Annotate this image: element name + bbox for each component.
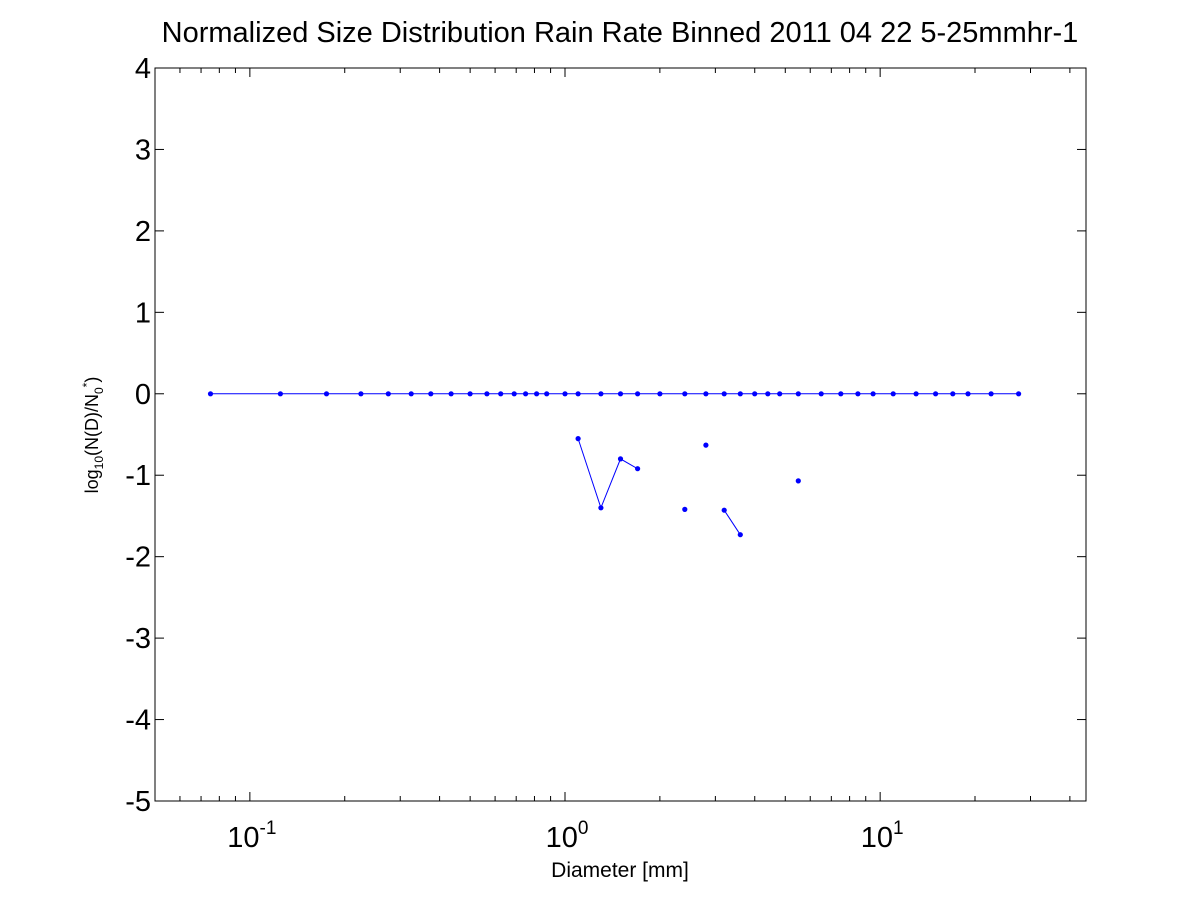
y-label-end: ) [82, 377, 102, 383]
data-point [511, 391, 517, 397]
data-point [575, 391, 581, 397]
data-point [965, 391, 971, 397]
series-points [207, 391, 1022, 538]
y-tick-labels: 4 3 2 1 0 -1 -2 -3 -4 -5 [125, 53, 151, 818]
data-point [818, 391, 824, 397]
data-point [385, 391, 391, 397]
data-point [657, 391, 663, 397]
y-tick-label: -2 [125, 542, 151, 574]
y-tick-label: -4 [125, 705, 151, 737]
data-point [765, 391, 771, 397]
data-point [428, 391, 434, 397]
data-point [703, 391, 709, 397]
data-point [467, 391, 473, 397]
x-tick-labels: 10-1 100 101 [227, 818, 903, 854]
data-point [598, 505, 604, 511]
data-point [408, 391, 414, 397]
data-point [562, 391, 568, 397]
data-point [523, 391, 529, 397]
data-point [448, 391, 454, 397]
y-label-prefix: log [82, 469, 102, 493]
y-tick-label: 2 [135, 216, 151, 248]
y-tick-label: 0 [135, 379, 151, 411]
series-lines [210, 393, 1019, 535]
data-point [737, 391, 743, 397]
y-axis-label: log10(N(D)/N0*) [80, 377, 106, 494]
data-point [598, 391, 604, 397]
data-point [534, 391, 540, 397]
data-point [635, 466, 641, 472]
data-point [575, 436, 581, 442]
data-point [277, 391, 283, 397]
plot-area [154, 67, 1087, 802]
data-point [950, 391, 956, 397]
data-point [838, 391, 844, 397]
data-point [635, 391, 641, 397]
data-point [498, 391, 504, 397]
x-tick-label: 10-1 [227, 818, 276, 854]
series-line [577, 438, 638, 510]
y-tick-label: -5 [125, 786, 151, 818]
chart-title: Normalized Size Distribution Rain Rate B… [162, 17, 1079, 49]
y-tick-label: -3 [125, 623, 151, 655]
data-point [890, 391, 896, 397]
y-tick-label: 1 [135, 297, 151, 329]
data-point [703, 442, 709, 448]
data-point [795, 478, 801, 484]
data-point [795, 391, 801, 397]
data-point [544, 391, 550, 397]
y-tick-label: 3 [135, 134, 151, 166]
data-point [988, 391, 994, 397]
y-label-middle-sub: 0 [92, 387, 106, 394]
axis-ticks [154, 67, 1086, 802]
data-point [752, 391, 758, 397]
data-point [721, 507, 727, 513]
y-label-suffix-sup: * [80, 382, 94, 387]
x-tick-label: 101 [861, 818, 904, 854]
data-point [933, 391, 939, 397]
y-label-prefix-sub: 10 [92, 456, 106, 470]
x-axis-label: Diameter [mm] [551, 859, 689, 882]
data-point [913, 391, 919, 397]
y-tick-label: 4 [135, 53, 151, 85]
data-point [682, 506, 688, 512]
data-point [207, 391, 214, 397]
data-point [1016, 391, 1022, 397]
data-point [484, 391, 490, 397]
data-point [721, 391, 727, 397]
data-point [870, 391, 876, 397]
data-point [682, 391, 688, 397]
y-tick-label: -1 [125, 460, 151, 492]
y-label-middle: (N(D)/N [82, 394, 102, 456]
data-point [617, 456, 624, 462]
data-point [737, 532, 743, 538]
data-point [323, 391, 330, 397]
x-tick-label: 100 [546, 818, 589, 854]
data-point [777, 391, 783, 397]
data-point [617, 391, 624, 397]
data-point [358, 391, 364, 397]
data-point [855, 391, 861, 397]
series-line [723, 509, 741, 535]
